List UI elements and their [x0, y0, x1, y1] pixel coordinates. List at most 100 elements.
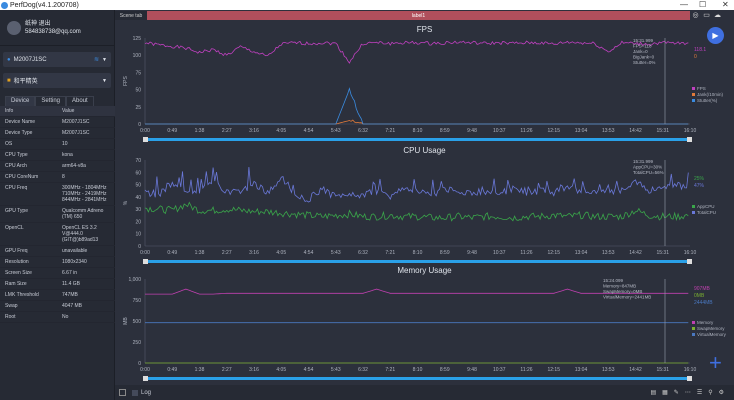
x-tick-label: 0:00 [140, 367, 150, 373]
time-range-slider[interactable] [145, 377, 690, 380]
log-checkbox[interactable] [132, 389, 138, 396]
info-value: kona [57, 149, 115, 161]
window-title: PerfDog(v4.1.200708) [10, 1, 79, 9]
tooltip-text: FPS=118 [633, 44, 652, 49]
tooltip-text: 15:31.999 [633, 159, 654, 164]
sidebar: 纸神 退出 584838738@qq.com ● M2007J1SC ≋ ▼ ■… [0, 10, 115, 400]
slider-handle-left[interactable] [143, 259, 148, 264]
x-tick-label: 13:04 [575, 128, 588, 134]
info-key: LMK Threshold [0, 289, 57, 301]
current-value: 0MB [694, 293, 705, 299]
cloud-icon[interactable]: ☁ [714, 12, 721, 19]
tab-about[interactable]: About [66, 96, 94, 106]
time-range-slider[interactable] [145, 260, 690, 263]
slider-handle-left[interactable] [143, 137, 148, 142]
toolbar-icons[interactable]: ▤▦✎⋯☰⚲⚙ [650, 390, 730, 396]
x-tick-label: 2:27 [222, 128, 232, 134]
tooltip-text: SwapMemory=0MB [603, 289, 642, 294]
location-icon[interactable]: ◎ [692, 12, 699, 19]
info-key: Device Name [0, 116, 57, 128]
x-tick-label: 0:49 [167, 128, 177, 134]
scene-tab[interactable]: Scene tab [115, 11, 147, 20]
x-tick-label: 11:26 [520, 250, 532, 256]
x-tick-label: 4:05 [276, 128, 286, 134]
x-tick-label: 13:04 [575, 250, 588, 256]
legend-swatch [692, 99, 695, 102]
current-value: 25% [694, 176, 705, 182]
info-key: OS [0, 138, 57, 150]
series-line-appcpu [144, 201, 689, 222]
minimize-button[interactable]: — [680, 0, 688, 9]
slider-handle-left[interactable] [143, 376, 148, 381]
y-tick-label: 20 [135, 219, 141, 225]
y-tick-label: 50 [135, 183, 141, 189]
maximize-button[interactable]: ☐ [699, 0, 707, 9]
y-tick-label: 10 [135, 232, 141, 238]
slider-handle-right[interactable] [687, 376, 692, 381]
x-tick-label: 7:21 [385, 128, 395, 134]
app-select[interactable]: ■ 和平精英 ▼ [3, 73, 111, 88]
x-tick-label: 2:27 [222, 250, 232, 256]
info-value: Qualcomm Adreno (TM) 650 [57, 205, 115, 223]
x-tick-label: 0:00 [140, 250, 150, 256]
x-tick-label: 8:59 [440, 128, 450, 134]
info-key: Resolution [0, 256, 57, 268]
legend-label: TotalCPU [697, 210, 716, 215]
x-tick-label: 4:05 [276, 367, 286, 373]
y-tick-label: 100 [133, 53, 142, 59]
slider-handle-right[interactable] [687, 259, 692, 264]
device-select[interactable]: ● M2007J1SC ≋ ▼ [3, 52, 111, 67]
info-key: CPU CoreNum [0, 171, 57, 183]
x-tick-label: 10:37 [493, 128, 506, 134]
tab-setting[interactable]: Setting [35, 96, 67, 106]
x-tick-label: 3:16 [249, 250, 259, 256]
tab-device[interactable]: Device [5, 96, 36, 106]
play-button[interactable]: ▶ [707, 27, 724, 44]
legend-label: FPS [697, 86, 706, 91]
x-tick-label: 7:21 [385, 367, 395, 373]
info-value: 747MB [57, 289, 115, 301]
info-row: GPU Type Qualcomm Adreno (TM) 650 [0, 205, 115, 223]
x-tick-label: 0:00 [140, 128, 150, 134]
info-row: Device Name M2007J1SC [0, 116, 115, 128]
sidebar-tabs: Device Setting About [5, 96, 111, 106]
x-tick-label: 6:32 [358, 367, 368, 373]
legend-label: VirtualMemory [697, 332, 727, 337]
x-tick-label: 11:26 [520, 367, 532, 373]
log-toggle-icon[interactable] [119, 389, 126, 396]
x-tick-label: 8:59 [440, 367, 450, 373]
y-axis-label: FPS [123, 75, 129, 85]
current-value: 47% [694, 183, 705, 189]
series-line-memory [145, 288, 689, 295]
legend-swatch [692, 327, 695, 330]
x-tick-label: 16:10 [684, 250, 697, 256]
x-tick-label: 13:04 [575, 367, 588, 373]
x-tick-label: 5:43 [331, 250, 341, 256]
x-tick-label: 16:10 [684, 128, 697, 134]
info-value: 11.4 GB [57, 278, 115, 290]
info-value: unavailable [57, 245, 115, 257]
info-value: 6.67 in [57, 267, 115, 279]
scene-bar: Scene tab label1 ◎ ▭ ☁ [115, 11, 734, 20]
legend-swatch [692, 211, 695, 214]
folder-icon[interactable]: ▭ [703, 12, 710, 19]
legend-label: SwapMemory [697, 326, 725, 331]
y-tick-label: 60 [135, 170, 141, 176]
add-chart-button[interactable]: + [709, 350, 722, 375]
info-key: GPU Freq [0, 245, 57, 257]
y-tick-label: 0 [138, 361, 141, 367]
info-row: Resolution 1080x2340 [0, 256, 115, 268]
legend-swatch [692, 333, 695, 336]
x-tick-label: 3:16 [249, 128, 259, 134]
x-tick-label: 4:05 [276, 250, 286, 256]
close-button[interactable]: ✕ [722, 0, 729, 9]
info-key: Device Type [0, 127, 57, 139]
info-row: Root No [0, 311, 115, 323]
user-name[interactable]: 纸神 退出 [25, 20, 51, 27]
time-range-slider[interactable] [145, 138, 690, 141]
info-row: OS 10 [0, 138, 115, 150]
series-line-totalcpu [144, 166, 689, 203]
info-value: 10 [57, 138, 115, 150]
scene-label[interactable]: label1 [147, 11, 690, 20]
slider-handle-right[interactable] [687, 137, 692, 142]
